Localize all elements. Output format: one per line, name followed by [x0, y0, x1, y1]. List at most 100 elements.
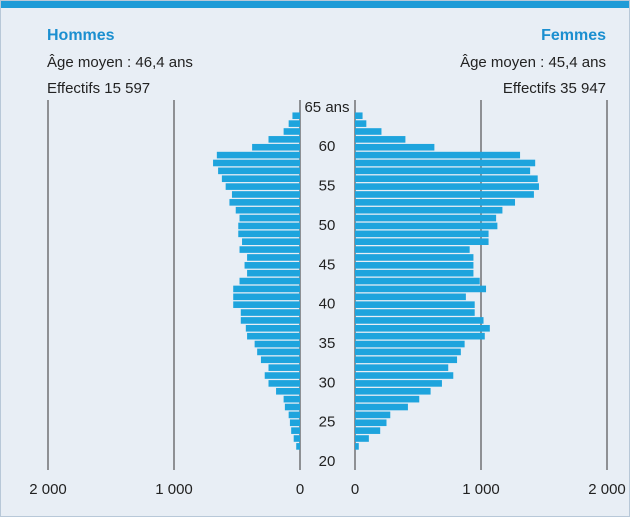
bar	[355, 411, 391, 419]
bar	[231, 191, 300, 198]
bar	[247, 332, 300, 340]
bar	[233, 293, 300, 301]
bar	[254, 340, 300, 348]
bar	[276, 387, 300, 395]
y-tick-label: 60	[319, 138, 336, 155]
bar	[355, 277, 480, 285]
bar	[240, 309, 300, 316]
bar	[355, 269, 474, 277]
bar	[257, 348, 300, 356]
bar	[296, 443, 300, 450]
y-tick-label: 50	[319, 217, 336, 234]
y-tick-label: 55	[319, 178, 336, 195]
bar	[235, 206, 300, 214]
bar	[355, 356, 458, 364]
bar	[283, 395, 300, 403]
bar	[355, 262, 474, 269]
bar	[293, 435, 300, 442]
bar	[229, 199, 300, 206]
bar	[260, 356, 300, 364]
right-mean-age: Âge moyen : 45,4 ans	[460, 54, 606, 71]
bar	[284, 403, 300, 411]
right-series-name: Femmes	[541, 27, 606, 44]
bar	[245, 324, 300, 332]
bar	[238, 230, 300, 238]
bar	[213, 159, 300, 167]
left-series-name: Hommes	[47, 27, 115, 44]
bar	[355, 254, 474, 261]
bar	[355, 128, 382, 135]
y-tick-label: 65 ans	[304, 99, 349, 116]
bar	[355, 324, 490, 332]
bar	[225, 183, 300, 190]
bar	[355, 293, 466, 301]
bar	[355, 183, 539, 190]
bar	[283, 128, 300, 135]
bar	[292, 112, 300, 120]
bar	[355, 136, 406, 143]
bar	[233, 301, 300, 308]
x-tick-label: 1 000	[462, 481, 500, 498]
bar	[355, 443, 359, 450]
x-tick-label: 1 000	[155, 481, 193, 498]
y-tick-label: 20	[319, 453, 336, 470]
bar	[355, 206, 503, 214]
bar	[291, 427, 300, 434]
bar	[355, 199, 516, 206]
bar	[288, 120, 300, 127]
bar	[244, 262, 300, 269]
bar	[355, 301, 475, 308]
bar	[239, 246, 300, 253]
bar	[355, 372, 454, 379]
bar	[355, 112, 363, 120]
bar	[355, 427, 381, 434]
x-tick-label: 0	[351, 481, 359, 498]
bar	[221, 175, 300, 183]
bar	[355, 395, 420, 403]
left-mean-age: Âge moyen : 46,4 ans	[47, 54, 193, 71]
bar	[355, 246, 470, 253]
bar	[242, 238, 300, 246]
y-tick-label: 25	[319, 414, 336, 431]
top-band	[0, 0, 630, 8]
bar	[268, 136, 300, 143]
bar	[355, 285, 487, 293]
bar	[218, 167, 300, 175]
bar	[355, 191, 534, 198]
bar	[252, 143, 300, 151]
bar	[355, 175, 538, 183]
bar	[268, 380, 300, 387]
bar	[355, 238, 489, 246]
y-tick-label: 45	[319, 256, 336, 273]
bar	[239, 214, 300, 222]
bar	[355, 222, 498, 230]
bar	[233, 285, 300, 293]
x-tick-label: 2 000	[29, 481, 67, 498]
bar	[238, 222, 300, 230]
bar	[355, 151, 521, 159]
bar	[355, 387, 431, 395]
bar	[355, 159, 536, 167]
bar	[355, 348, 461, 356]
bar	[355, 120, 367, 127]
y-tick-label: 40	[319, 296, 336, 313]
bar	[216, 151, 300, 159]
bar	[355, 332, 485, 340]
bar	[355, 317, 484, 324]
bar	[288, 411, 300, 419]
bar	[247, 269, 300, 277]
bar	[240, 317, 300, 324]
bar	[355, 364, 449, 371]
bar	[355, 435, 369, 442]
bar	[355, 309, 475, 316]
y-tick-label: 35	[319, 335, 336, 352]
bar	[247, 254, 300, 261]
bar	[355, 340, 465, 348]
x-tick-label: 0	[296, 481, 304, 498]
bar	[355, 230, 489, 238]
bar	[289, 419, 300, 427]
bar	[355, 143, 435, 151]
